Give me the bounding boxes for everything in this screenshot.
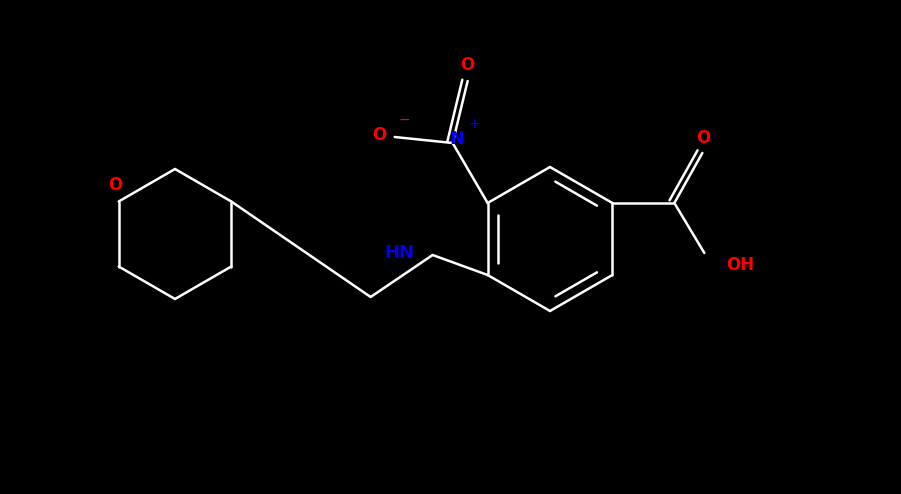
Text: OH: OH [726, 256, 754, 274]
Text: −: − [399, 113, 411, 127]
Text: O: O [109, 175, 123, 194]
Text: O: O [696, 129, 711, 147]
Text: N: N [449, 130, 464, 148]
Text: O: O [460, 56, 475, 74]
Text: O: O [372, 126, 387, 144]
Text: HN: HN [385, 244, 414, 262]
Text: +: + [469, 117, 480, 131]
